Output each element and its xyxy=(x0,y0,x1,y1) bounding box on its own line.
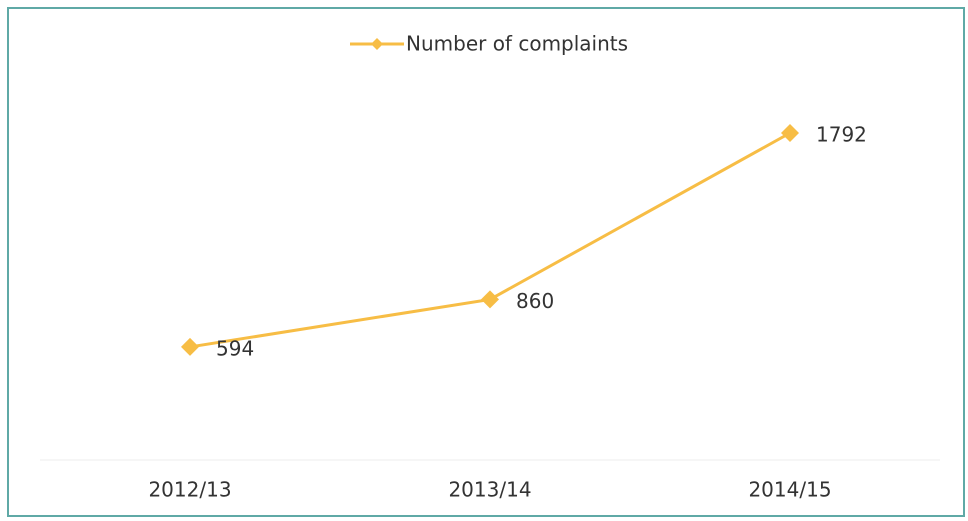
data-label: 594 xyxy=(216,336,254,360)
legend-label: Number of complaints xyxy=(406,32,628,56)
data-label: 860 xyxy=(516,289,554,313)
marker xyxy=(181,337,199,356)
x-tick-label: 2012/13 xyxy=(148,478,231,502)
marker xyxy=(481,290,499,309)
x-tick-label: 2014/15 xyxy=(748,478,831,502)
x-tick-label: 2013/14 xyxy=(448,478,531,502)
legend-marker xyxy=(371,38,383,50)
data-label: 1792 xyxy=(816,123,867,147)
chart-frame xyxy=(7,7,965,517)
marker xyxy=(781,124,799,142)
